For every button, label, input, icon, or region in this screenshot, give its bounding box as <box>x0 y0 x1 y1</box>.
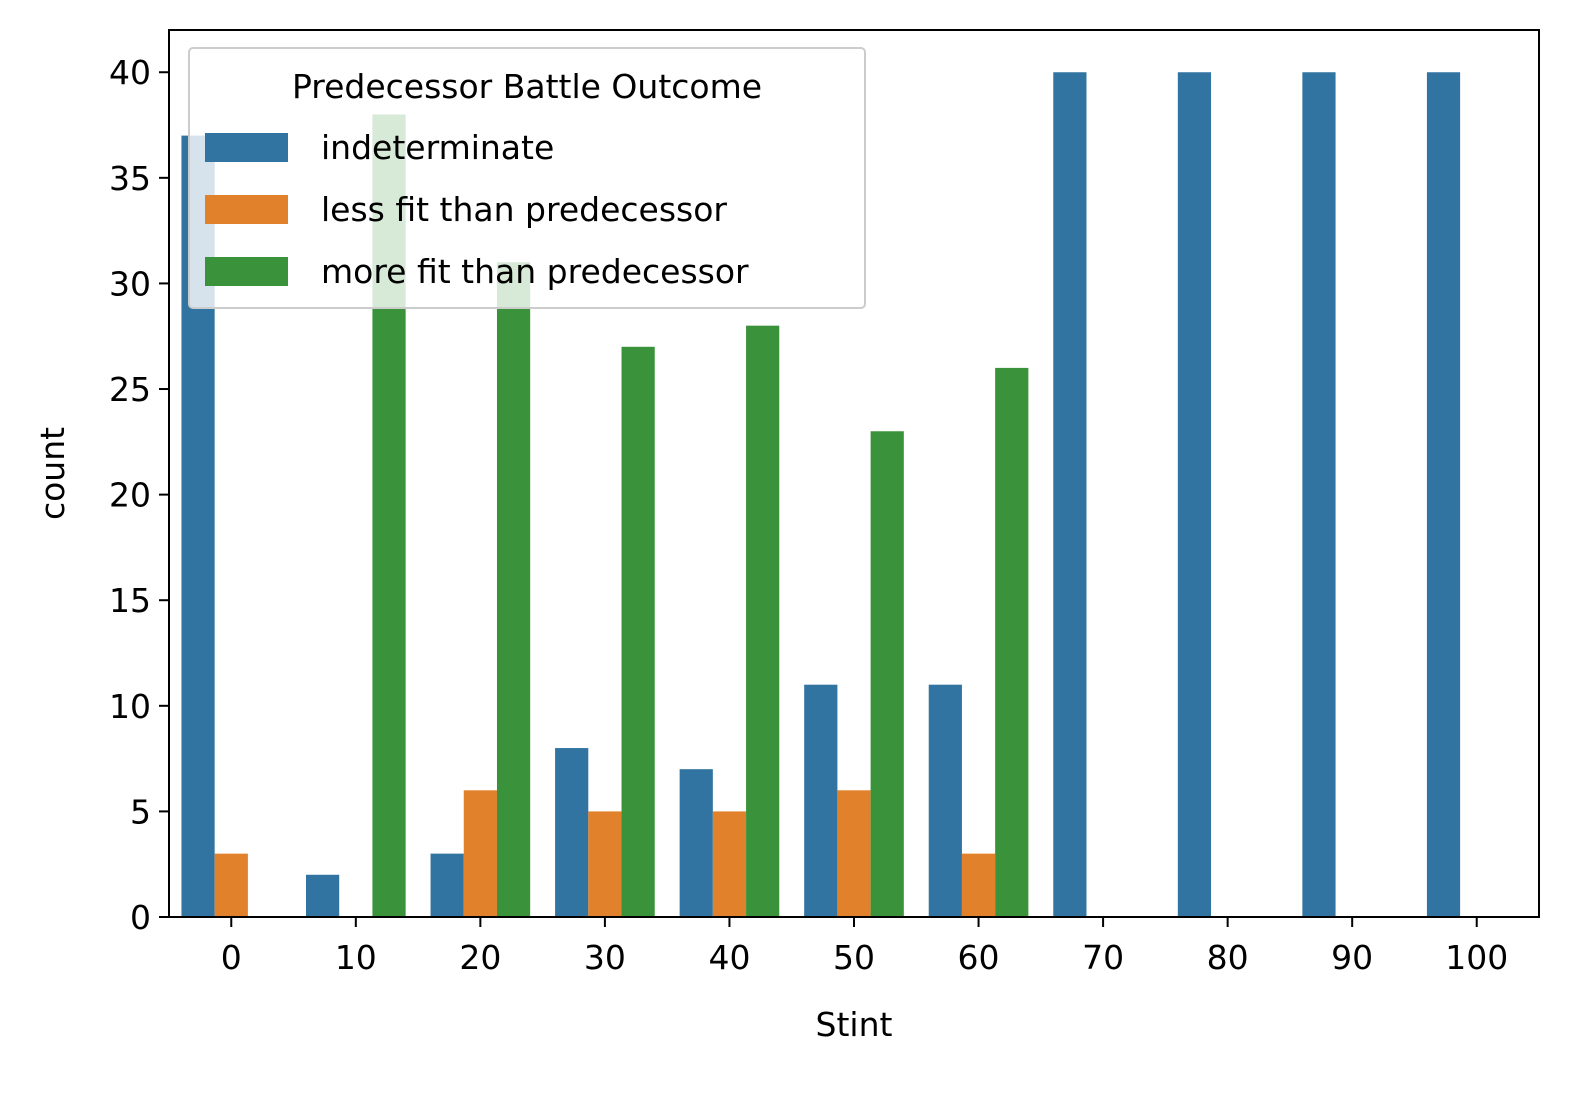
bar-70-series-0 <box>1053 72 1087 918</box>
bar-60-series-1 <box>961 853 996 917</box>
bar-50-series-0 <box>804 684 838 917</box>
bar-50-series-2 <box>870 431 904 917</box>
legend-box <box>188 47 866 309</box>
x-tick-label: 10 <box>335 938 377 977</box>
bar-40-series-2 <box>746 325 780 917</box>
x-axis-label: Stint <box>816 1005 893 1044</box>
x-tick-label: 40 <box>708 938 750 977</box>
bar-60-series-2 <box>995 367 1029 917</box>
bar-40-series-0 <box>679 769 713 917</box>
bar-30-series-0 <box>555 748 589 917</box>
y-axis: 0 5 10 15 20 25 30 35 40 <box>109 53 169 937</box>
y-tick-label: 10 <box>109 687 151 726</box>
legend-label: less fit than predecessor <box>321 190 727 229</box>
legend-swatch <box>205 257 288 286</box>
x-tick-label: 20 <box>459 938 501 977</box>
bar-90-series-0 <box>1302 72 1336 918</box>
bar-80-series-0 <box>1177 72 1212 918</box>
y-tick-label: 30 <box>109 264 151 303</box>
y-tick-label: 40 <box>109 53 151 92</box>
y-tick-label: 20 <box>109 476 151 515</box>
legend-label: indeterminate <box>321 128 554 167</box>
legend-swatch <box>205 133 288 162</box>
x-tick-label: 100 <box>1445 938 1508 977</box>
y-tick-label: 15 <box>109 581 151 620</box>
x-tick-label: 80 <box>1207 938 1249 977</box>
bar-100-series-0 <box>1426 72 1461 918</box>
bar-60-series-0 <box>928 684 962 917</box>
y-axis-label: count <box>33 427 72 520</box>
x-tick-label: 70 <box>1082 938 1124 977</box>
bar-20-series-2 <box>496 262 531 917</box>
bar-30-series-1 <box>588 811 622 917</box>
y-tick-label: 5 <box>130 792 151 831</box>
bar-50-series-1 <box>837 790 871 917</box>
x-tick-label: 0 <box>221 938 242 977</box>
y-tick-label: 25 <box>109 370 151 409</box>
x-tick-label: 90 <box>1331 938 1373 977</box>
bar-20-series-1 <box>463 790 497 917</box>
bar-0-series-1 <box>214 853 248 917</box>
x-tick-label: 60 <box>958 938 1000 977</box>
legend-title: Predecessor Battle Outcome <box>292 67 762 106</box>
legend: Predecessor Battle Outcome indeterminate… <box>188 47 866 309</box>
legend-items: indeterminate less fit than predecessor mo… <box>205 128 749 291</box>
bar-30-series-2 <box>621 346 655 917</box>
bar-20-series-0 <box>430 853 464 917</box>
legend-label: more fit than predecessor <box>321 252 749 291</box>
y-tick-label: 35 <box>109 159 151 198</box>
y-tick-label: 0 <box>130 898 151 937</box>
x-tick-label: 30 <box>584 938 626 977</box>
x-tick-label: 50 <box>833 938 875 977</box>
legend-swatch <box>205 195 288 224</box>
bar-10-series-0 <box>306 874 340 917</box>
x-axis: 0 10 20 30 40 50 60 70 80 90 100 <box>221 917 1508 977</box>
bar-40-series-1 <box>712 811 747 917</box>
